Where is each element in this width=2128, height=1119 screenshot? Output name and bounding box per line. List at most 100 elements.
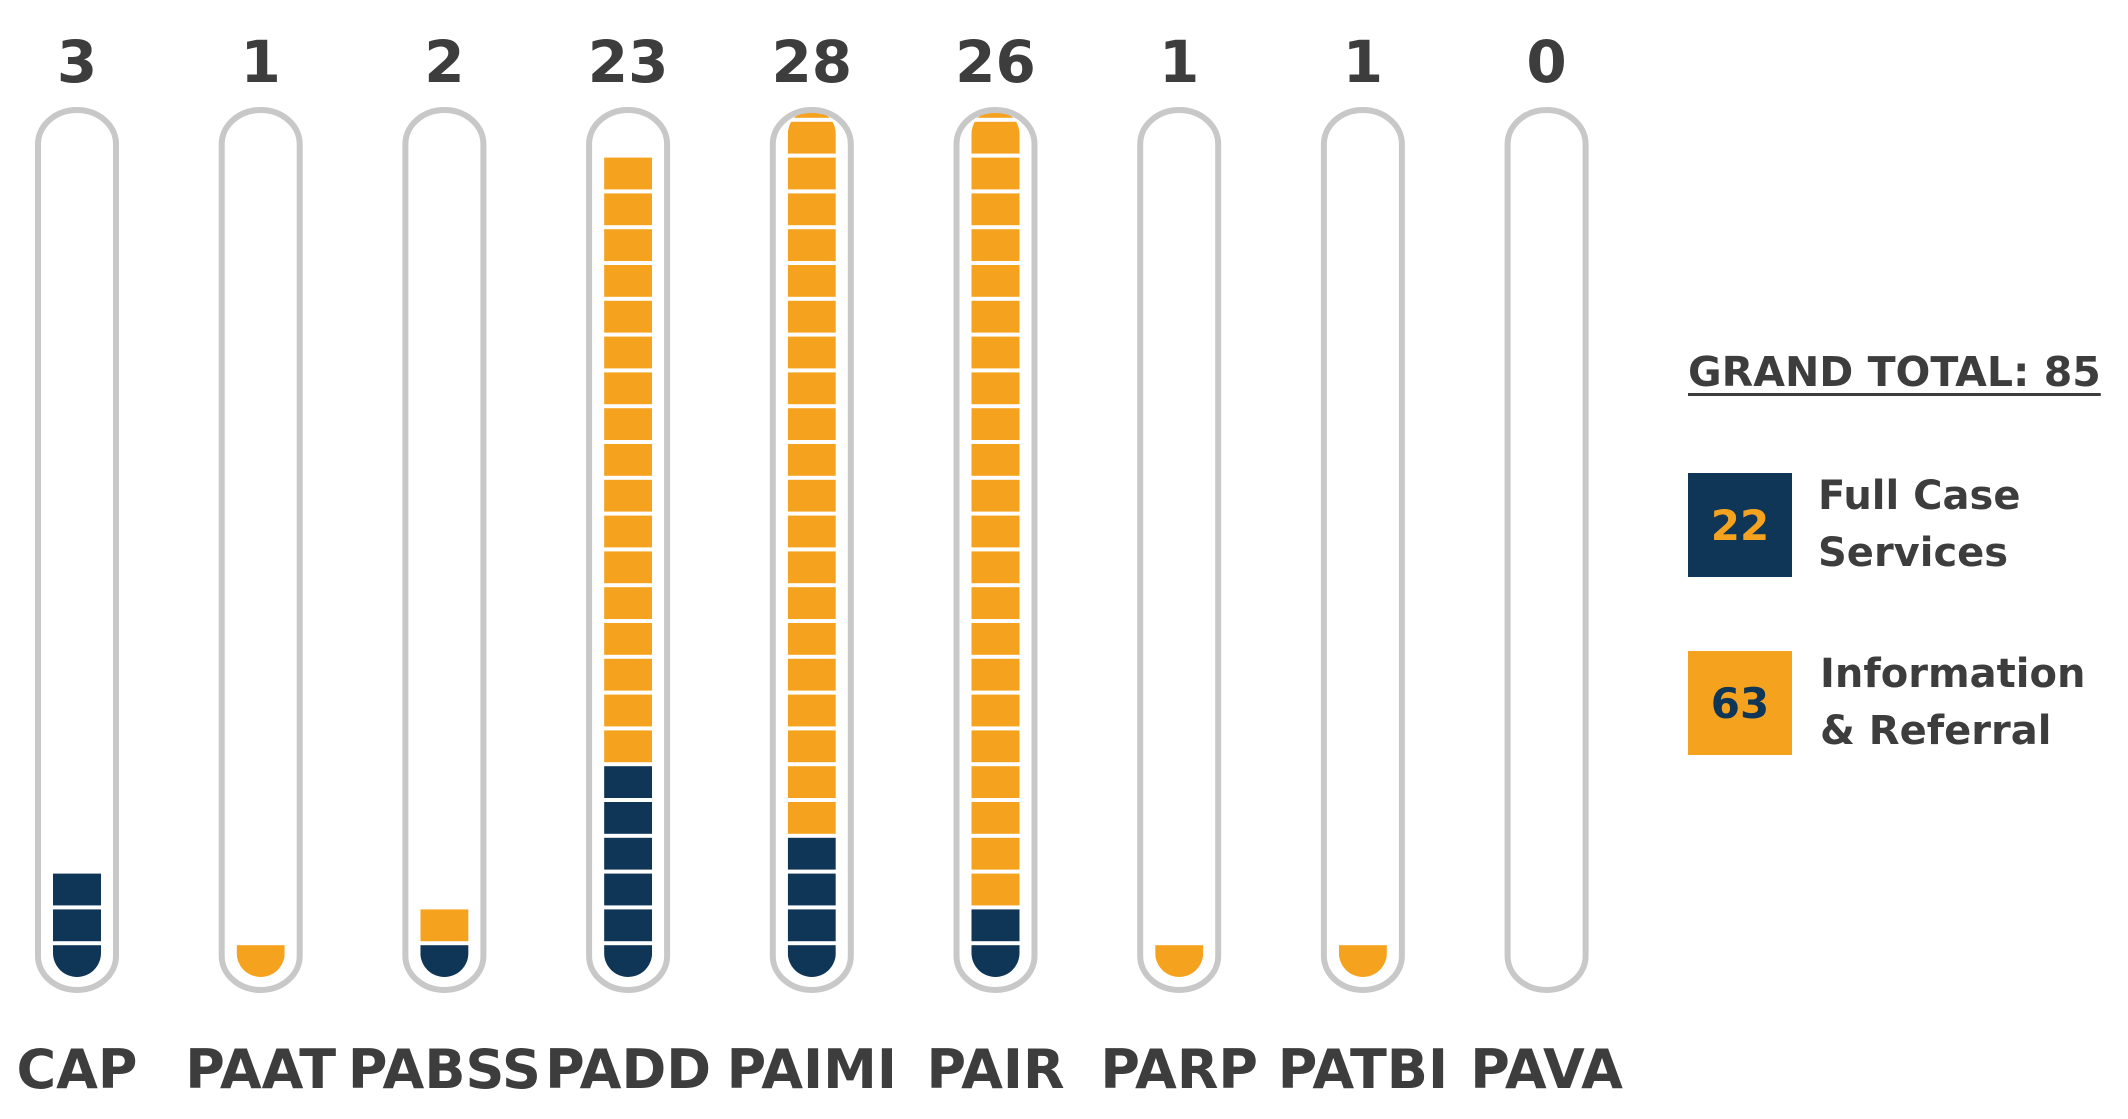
legend-label-line: Information — [1820, 651, 2086, 697]
unit-block — [604, 408, 653, 440]
unit-block — [420, 945, 469, 977]
legend-label-information-referral: Information & Referral — [1820, 646, 2120, 760]
unit-block — [787, 408, 836, 440]
legend-swatch-full-case-services: 22 — [1688, 473, 1792, 577]
unit-block — [971, 408, 1020, 440]
unit-block — [53, 909, 101, 942]
tube-fill — [1338, 945, 1387, 977]
category-label: CAP — [17, 1038, 138, 1101]
unit-block — [604, 193, 653, 226]
total-label: 2 — [424, 28, 464, 96]
unit-block — [971, 766, 1020, 798]
tube-padd: 23 PADD — [545, 28, 711, 1101]
unit-block — [971, 551, 1020, 584]
unit-block — [604, 873, 653, 906]
legend-item-information-referral: 63 Information & Referral — [1688, 646, 2120, 760]
unit-block — [787, 479, 836, 512]
unit-block — [787, 909, 836, 942]
unit-block — [971, 121, 1020, 154]
tube-cap: 3 CAP — [17, 28, 138, 1101]
unit-block — [971, 909, 1020, 942]
unit-block — [787, 444, 836, 476]
total-label: 26 — [955, 28, 1036, 96]
grand-total-label: GRAND TOTAL: 85 — [1688, 348, 2101, 396]
unit-block — [236, 945, 285, 977]
unit-block — [787, 300, 836, 333]
unit-block — [604, 909, 653, 942]
unit-block — [971, 300, 1020, 333]
tube-fill — [971, 110, 1020, 977]
unit-block — [787, 694, 836, 727]
unit-block — [971, 694, 1020, 727]
unit-block — [787, 873, 836, 906]
unit-block — [787, 121, 836, 154]
unit-block — [787, 110, 836, 118]
unit-block — [604, 515, 653, 548]
unit-block — [787, 623, 836, 655]
tube-parp: 1 PARP — [1100, 28, 1258, 1101]
unit-block — [787, 766, 836, 798]
category-label: PADD — [545, 1038, 711, 1101]
unit-block — [53, 873, 101, 906]
total-label: 0 — [1526, 28, 1566, 96]
unit-block — [971, 336, 1020, 369]
unit-block — [971, 265, 1020, 297]
unit-block — [604, 300, 653, 333]
tube-outline — [1320, 107, 1405, 993]
tube-patbi: 1 PATBI — [1278, 28, 1448, 1101]
legend-label-full-case-services: Full Case Services — [1818, 468, 2118, 582]
total-label: 28 — [771, 28, 852, 96]
unit-block — [787, 587, 836, 619]
unit-block — [971, 444, 1020, 476]
unit-block — [787, 372, 836, 405]
unit-block — [604, 479, 653, 512]
unit-block — [788, 0, 836, 10]
tube-outline — [402, 107, 487, 993]
tube-pabss: 2 PABSS — [348, 28, 541, 1101]
unit-block — [604, 802, 653, 834]
unit-block — [604, 551, 653, 584]
unit-block — [971, 479, 1020, 512]
category-label: PATBI — [1278, 1038, 1448, 1101]
unit-block — [787, 945, 836, 977]
unit-block — [787, 837, 836, 870]
tube-pair: 26 PAIR — [926, 28, 1064, 1101]
unit-block — [604, 229, 653, 261]
unit-block — [971, 229, 1020, 261]
unit-block — [971, 515, 1020, 548]
unit-block — [787, 265, 836, 297]
tube-fill — [787, 0, 836, 977]
unit-block — [787, 336, 836, 369]
total-label: 23 — [588, 28, 669, 96]
tube-fill — [236, 945, 285, 977]
unit-block — [787, 658, 836, 691]
unit-block — [604, 444, 653, 476]
unit-block — [971, 157, 1020, 190]
tube-outline — [35, 107, 119, 993]
unit-block — [971, 802, 1020, 834]
tube-outline — [1504, 107, 1589, 993]
unit-block — [787, 229, 836, 261]
category-label: PARP — [1100, 1038, 1258, 1101]
total-label: 1 — [1159, 28, 1199, 96]
unit-block — [604, 157, 653, 190]
legend-swatch-information-referral: 63 — [1688, 651, 1792, 755]
unit-block — [604, 623, 653, 655]
unit-block — [787, 551, 836, 584]
legend-item-full-case-services: 22 Full Case Services — [1688, 468, 2118, 582]
unit-block — [604, 694, 653, 727]
category-label: PAAT — [185, 1038, 336, 1101]
unit-block — [971, 623, 1020, 655]
legend: GRAND TOTAL: 85 22 Full Case Services 63… — [1688, 348, 2108, 755]
unit-block — [971, 837, 1020, 870]
unit-block — [971, 873, 1020, 906]
legend-label-line: Services — [1818, 530, 2009, 576]
unit-block — [787, 730, 836, 763]
tube-fill — [420, 909, 469, 977]
unit-block — [604, 265, 653, 297]
unit-block — [1338, 945, 1387, 977]
total-label: 1 — [241, 28, 281, 96]
unit-block — [604, 658, 653, 691]
unit-block — [971, 587, 1020, 619]
